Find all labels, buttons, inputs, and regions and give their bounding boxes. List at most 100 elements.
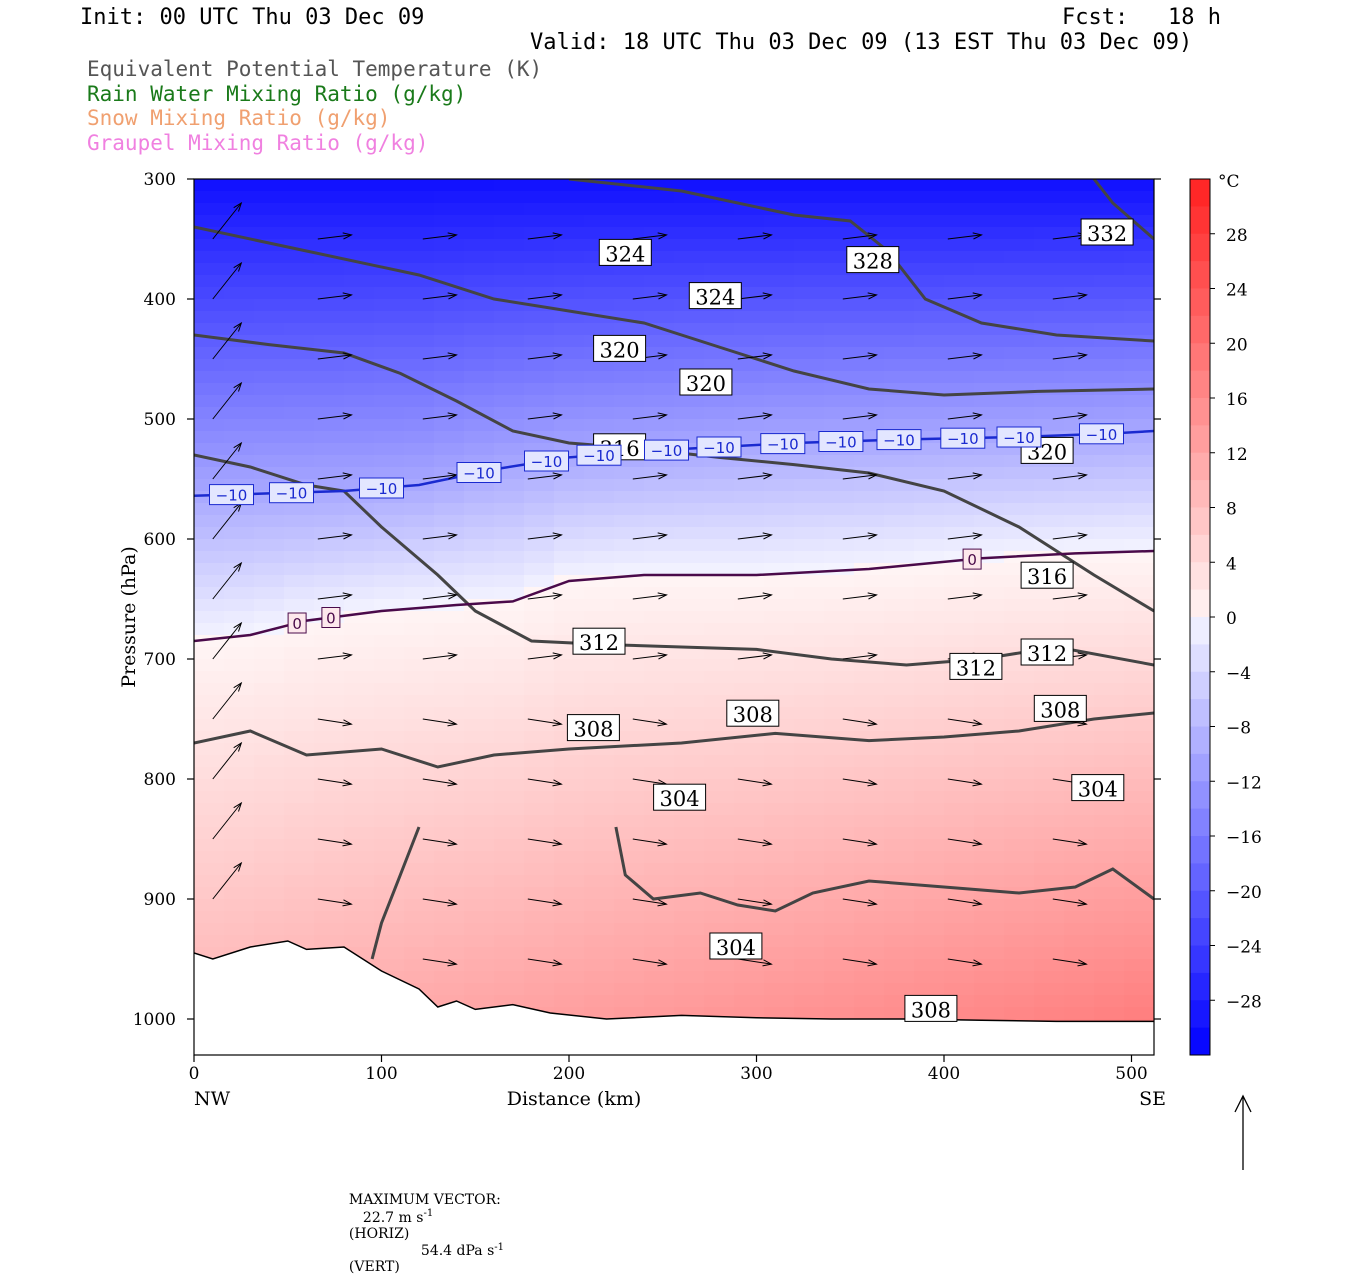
temperature-cell	[194, 179, 225, 192]
temperature-cell	[494, 827, 525, 840]
temperature-cell	[434, 731, 465, 744]
temperature-cell	[914, 743, 945, 756]
temperature-cell	[944, 971, 975, 984]
temperature-cell	[944, 335, 975, 348]
temperature-cell	[584, 875, 615, 888]
temperature-cell	[854, 671, 885, 684]
temperature-cell	[1124, 887, 1154, 900]
temperature-cell	[764, 491, 795, 504]
temperature-cell	[1124, 359, 1154, 372]
temperature-cell	[254, 695, 285, 708]
temperature-cell	[854, 335, 885, 348]
temperature-cell	[914, 707, 945, 720]
temperature-cell	[464, 503, 495, 516]
wind-vector-arrow	[1052, 352, 1088, 360]
temperature-cell	[464, 863, 495, 876]
colorbar-cell	[1190, 945, 1210, 974]
colorbar-cell	[1190, 179, 1210, 207]
temperature-cell	[674, 947, 705, 960]
temperature-cell	[974, 683, 1005, 696]
temperature-cell	[434, 299, 465, 312]
temperature-cell	[344, 635, 375, 648]
wind-vector-arrow	[842, 352, 878, 360]
temperature-cell	[1094, 443, 1125, 456]
temperature-cell	[194, 359, 225, 372]
temperature-cell	[584, 923, 615, 936]
temperature-cell	[884, 323, 915, 336]
temperature-cell	[794, 815, 825, 828]
temperature-cell	[254, 407, 285, 420]
temperature-cell	[644, 923, 675, 936]
temperature-cell	[1124, 191, 1154, 204]
temperature-cell	[224, 539, 255, 552]
temperature-cell	[614, 575, 645, 588]
temperature-cell	[614, 611, 645, 624]
temperature-cell	[1094, 311, 1125, 324]
temperature-cell	[614, 491, 645, 504]
temperature-cell	[794, 911, 825, 924]
temperature-cell	[764, 323, 795, 336]
temperature-cell	[1064, 539, 1095, 552]
temperature-cell	[314, 203, 345, 216]
temperature-cell	[554, 215, 585, 228]
temperature-cell	[254, 191, 285, 204]
temperature-cell	[254, 839, 285, 852]
temperature-cell	[974, 779, 1005, 792]
temperature-cell	[1004, 611, 1035, 624]
temperature-cell	[764, 767, 795, 780]
temperature-cell	[854, 323, 885, 336]
temperature-cell	[674, 623, 705, 636]
temperature-cell	[944, 359, 975, 372]
temperature-cell	[554, 407, 585, 420]
temperature-cell	[374, 215, 405, 228]
temperature-cell	[1124, 467, 1154, 480]
temperature-cell	[1094, 347, 1125, 360]
footer-label: MAXIMUM VECTOR:	[348, 1192, 501, 1208]
temperature-cell	[554, 887, 585, 900]
temperature-cell	[1004, 947, 1035, 960]
temperature-cell	[494, 515, 525, 528]
temperature-cell	[194, 611, 225, 624]
temperature-cell	[284, 779, 315, 792]
temperature-cell	[854, 551, 885, 564]
wind-vector-arrow	[422, 532, 458, 540]
temperature-cell	[854, 539, 885, 552]
temperature-cell	[884, 851, 915, 864]
temperature-cell	[584, 767, 615, 780]
temperature-cell	[224, 347, 255, 360]
temperature-cell	[374, 287, 405, 300]
temperature-cell	[584, 227, 615, 240]
wind-vector-arrow	[527, 292, 563, 300]
temperature-cell	[404, 647, 435, 660]
y-tick-label: 1000	[133, 1010, 176, 1030]
temperature-cell	[404, 515, 435, 528]
temperature-cell	[404, 779, 435, 792]
colorbar-tick-label: −28	[1226, 992, 1262, 1012]
temperature-cell	[1064, 515, 1095, 528]
temperature-cell	[1034, 911, 1065, 924]
temperature-cell	[824, 767, 855, 780]
temperature-cell	[884, 707, 915, 720]
temperature-cell	[194, 719, 225, 732]
temperature-cell	[854, 179, 885, 192]
temperature-cell	[794, 743, 825, 756]
wind-vector-arrow	[422, 412, 458, 420]
y-tick-label: 400	[144, 290, 176, 310]
temperature-cell	[764, 935, 795, 948]
temperature-cell	[554, 935, 585, 948]
temperature-cell	[254, 875, 285, 888]
temperature-cell	[704, 395, 735, 408]
temperature-cell	[1124, 683, 1154, 696]
temperature-cell	[614, 719, 645, 732]
temperature-cell	[494, 731, 525, 744]
temperature-cell	[914, 455, 945, 468]
temperature-cell	[524, 383, 555, 396]
temperature-cell	[614, 287, 645, 300]
temperature-cell	[944, 575, 975, 588]
temperature-cell	[584, 359, 615, 372]
temperature-cell	[704, 587, 735, 600]
temperature-cell	[284, 767, 315, 780]
temperature-cell	[1064, 803, 1095, 816]
temperature-cell	[494, 287, 525, 300]
temperature-cell	[974, 203, 1005, 216]
